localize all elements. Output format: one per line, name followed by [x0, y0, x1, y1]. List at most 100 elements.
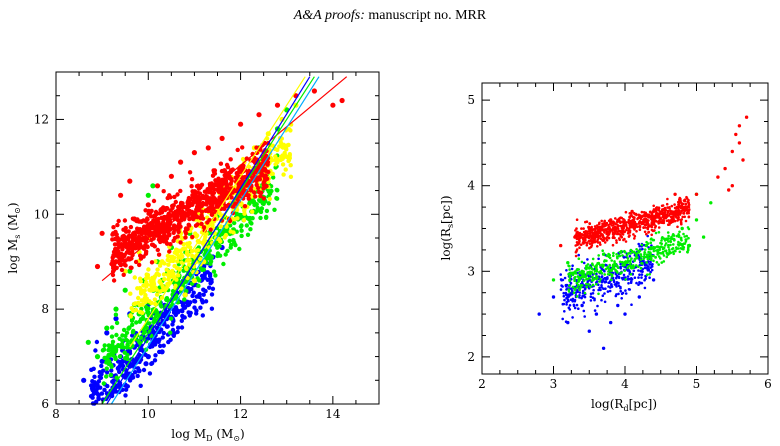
left-point	[117, 354, 123, 359]
left-point	[168, 173, 174, 179]
right-point	[684, 240, 688, 243]
left-point	[122, 287, 128, 293]
right-point	[584, 238, 587, 242]
right-point	[627, 282, 630, 285]
left-point	[114, 320, 120, 326]
right-point	[573, 288, 577, 292]
left-point	[162, 214, 167, 220]
right-point	[590, 236, 594, 240]
left-point	[248, 227, 253, 232]
left-point	[197, 291, 202, 297]
right-point	[571, 273, 575, 277]
left-point	[182, 315, 187, 320]
left-point	[228, 223, 233, 228]
right-point	[654, 219, 658, 223]
left-point	[136, 295, 141, 301]
right-point	[562, 302, 566, 306]
right-point	[683, 198, 687, 201]
right-point	[570, 289, 574, 292]
right-point	[604, 287, 607, 291]
right-point	[588, 272, 592, 276]
right-point	[577, 257, 581, 261]
right-point	[648, 272, 651, 276]
left-point	[238, 121, 244, 127]
right-point	[600, 280, 604, 284]
right-point	[607, 267, 611, 271]
left-point	[281, 172, 286, 177]
right-point	[600, 275, 604, 278]
right-point	[624, 224, 628, 227]
right-point	[737, 141, 742, 145]
right-point	[579, 286, 582, 289]
left-point	[201, 292, 206, 297]
left-point	[160, 335, 165, 340]
right-point	[637, 283, 640, 287]
right-point	[677, 247, 680, 250]
right-point	[667, 245, 670, 249]
left-point	[273, 157, 278, 163]
right-point	[630, 267, 634, 270]
right-point	[626, 277, 630, 281]
left-point	[238, 224, 244, 229]
left-point	[246, 196, 251, 201]
left-point	[253, 194, 258, 199]
right-point	[660, 239, 663, 242]
left-point	[214, 204, 219, 209]
left-point	[175, 208, 180, 214]
left-point	[198, 305, 203, 310]
left-point	[262, 178, 267, 184]
left-point	[152, 275, 157, 280]
left-point	[273, 154, 278, 159]
left-point	[118, 192, 124, 198]
left-point	[153, 313, 159, 319]
left-point	[207, 271, 213, 277]
right-point	[665, 255, 669, 259]
left-point	[128, 313, 133, 318]
left-point	[254, 145, 259, 150]
left-point	[120, 234, 125, 239]
right-point	[623, 263, 627, 267]
right-point	[651, 209, 656, 214]
left-point	[239, 228, 244, 233]
right-point	[587, 329, 591, 333]
left-point	[280, 145, 285, 150]
left-point	[196, 283, 201, 288]
right-point	[680, 226, 684, 231]
left-point	[264, 208, 270, 214]
right-point	[650, 233, 653, 237]
right-point	[615, 274, 619, 278]
left-point	[99, 371, 104, 377]
left-point	[144, 236, 149, 241]
left-point	[257, 177, 263, 182]
left-point	[121, 345, 126, 350]
right-point	[565, 288, 568, 291]
right-point	[627, 265, 630, 268]
right-point	[614, 268, 617, 272]
left-point	[211, 269, 217, 274]
right-point	[694, 192, 699, 196]
left-point	[252, 202, 257, 208]
right-point	[658, 251, 662, 255]
left-point	[128, 224, 134, 230]
left-point	[109, 325, 115, 330]
right-point	[686, 248, 690, 251]
right-point	[579, 284, 583, 287]
right-point	[673, 219, 677, 223]
right-point	[672, 234, 676, 237]
right-point	[694, 218, 699, 222]
left-point	[219, 135, 225, 141]
right-point	[661, 219, 665, 222]
left-point	[152, 214, 157, 219]
right-point	[672, 239, 676, 242]
right-point	[649, 254, 653, 257]
right-point	[669, 209, 672, 213]
left-point	[99, 230, 105, 236]
left-point	[124, 345, 129, 350]
right-point	[596, 304, 599, 308]
left-tick-label: 12	[34, 112, 49, 126]
left-point	[90, 387, 96, 393]
right-point	[586, 271, 589, 274]
left-point	[137, 309, 142, 315]
left-point	[113, 316, 119, 322]
right-point	[623, 251, 627, 254]
